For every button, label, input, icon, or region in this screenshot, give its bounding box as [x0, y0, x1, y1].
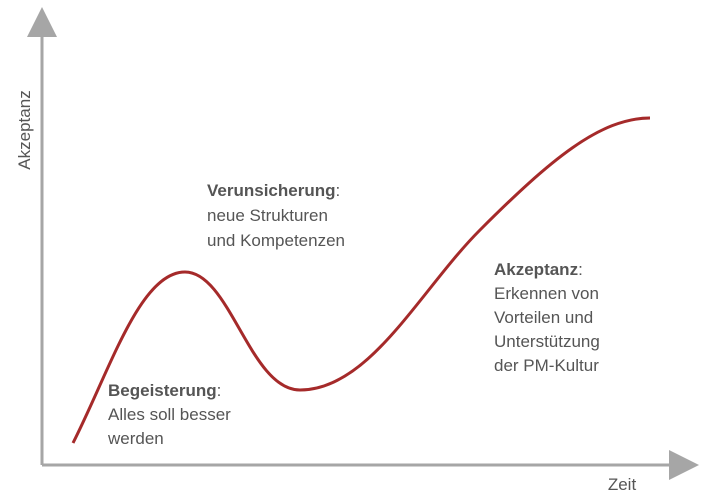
annotation-line: Unterstützung — [494, 332, 600, 351]
annotation-line: neue Strukturen — [207, 206, 328, 225]
annotation-line: und Kompetenzen — [207, 231, 345, 250]
annotation-title: Begeisterung: — [108, 381, 221, 400]
title: Akzeptanz — [494, 260, 578, 279]
annotation-title: Verunsicherung: — [207, 181, 340, 200]
annotation-line: der PM-Kultur — [494, 356, 599, 375]
annotation-title: Akzeptanz: — [494, 260, 583, 279]
title: Verunsicherung — [207, 181, 335, 200]
title: Begeisterung — [108, 381, 217, 400]
y-axis-label: Akzeptanz — [15, 90, 34, 169]
annotation-line: Vorteilen und — [494, 308, 593, 327]
annotation-line: werden — [107, 429, 164, 448]
suffix: : — [335, 181, 340, 200]
suffix: : — [578, 260, 583, 279]
annotation-line: Erkennen von — [494, 284, 599, 303]
suffix: : — [217, 381, 222, 400]
annotation-line: Alles soll besser — [108, 405, 231, 424]
x-axis-label: Zeit — [608, 475, 637, 494]
acceptance-curve — [71, 116, 651, 444]
